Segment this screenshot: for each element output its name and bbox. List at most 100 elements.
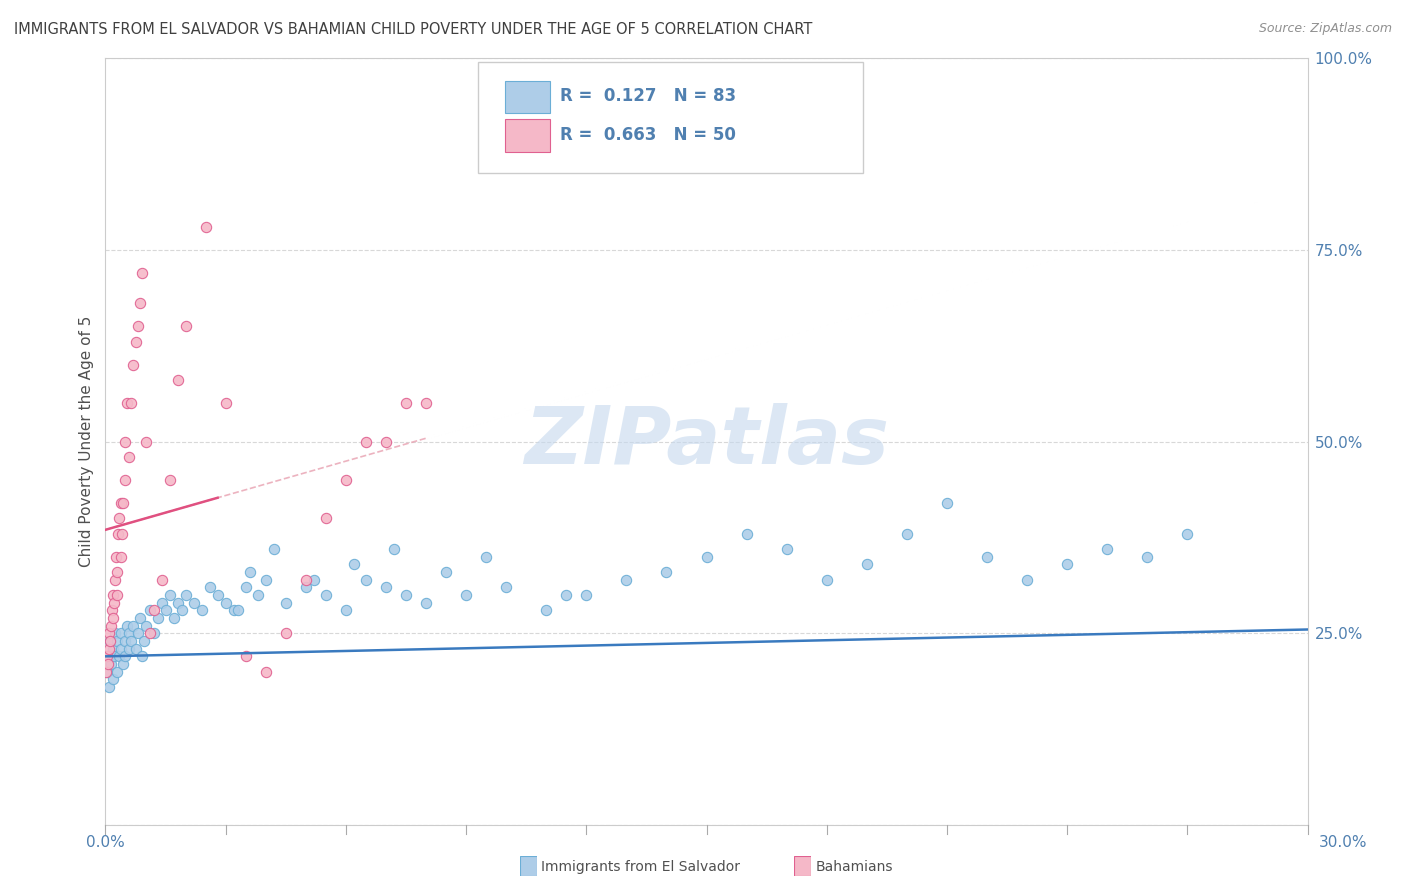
Point (335, 473, 357, 487)
Text: R =  0.663   N = 50: R = 0.663 N = 50 (560, 126, 735, 144)
Point (696, 549, 718, 564)
Point (112, 496, 135, 510)
Point (190, 603, 212, 617)
Point (896, 526, 918, 541)
Point (207, 588, 229, 602)
Point (415, 596, 437, 610)
Point (335, 603, 357, 617)
Point (98, 680, 121, 694)
Text: Bahamians: Bahamians (815, 860, 893, 874)
Point (98, 634, 121, 648)
Point (100, 618, 122, 632)
Point (1056, 558, 1078, 572)
Point (170, 603, 193, 617)
Point (235, 580, 257, 594)
Point (122, 618, 145, 632)
FancyBboxPatch shape (478, 62, 863, 173)
Point (128, 611, 150, 625)
Point (166, 373, 188, 387)
Point (274, 626, 297, 640)
Text: IMMIGRANTS FROM EL SALVADOR VS BAHAMIAN CHILD POVERTY UNDER THE AGE OF 5 CORRELA: IMMIGRANTS FROM EL SALVADOR VS BAHAMIAN … (14, 22, 813, 37)
Bar (505, 120, 550, 152)
Text: 30.0%: 30.0% (1319, 836, 1367, 850)
Point (295, 573, 318, 587)
Point (936, 496, 959, 510)
Point (96, 665, 118, 679)
Point (302, 573, 325, 587)
Point (174, 588, 197, 602)
Point (976, 549, 998, 564)
Point (117, 396, 139, 410)
Point (246, 588, 269, 602)
Point (131, 649, 153, 664)
Point (97, 657, 120, 671)
Point (194, 219, 217, 234)
Text: Source: ZipAtlas.com: Source: ZipAtlas.com (1258, 22, 1392, 36)
Point (374, 580, 398, 594)
Point (105, 588, 128, 602)
Point (343, 558, 366, 572)
Point (382, 541, 405, 556)
Point (222, 603, 245, 617)
Point (142, 626, 165, 640)
Point (214, 396, 236, 410)
Point (107, 634, 129, 648)
Point (96, 665, 118, 679)
Point (135, 618, 157, 632)
Point (108, 649, 131, 664)
Point (103, 611, 125, 625)
Point (434, 565, 457, 579)
Point (616, 573, 638, 587)
Point (495, 580, 517, 594)
Point (121, 634, 143, 648)
Point (198, 580, 221, 594)
Point (456, 588, 478, 602)
Point (415, 396, 437, 410)
Point (254, 665, 277, 679)
Point (118, 641, 141, 656)
Point (159, 473, 181, 487)
Point (374, 434, 398, 449)
Point (776, 541, 799, 556)
Point (263, 541, 285, 556)
Point (655, 565, 678, 579)
Point (214, 596, 236, 610)
Point (117, 618, 139, 632)
Point (239, 565, 262, 579)
Point (101, 603, 124, 617)
Point (97, 641, 120, 656)
Point (295, 580, 318, 594)
Point (127, 626, 149, 640)
Point (1017, 573, 1039, 587)
Point (114, 434, 136, 449)
Point (475, 549, 498, 564)
Point (815, 573, 838, 587)
Point (354, 573, 377, 587)
Point (122, 358, 145, 372)
Point (235, 649, 257, 664)
Point (118, 450, 141, 464)
Point (128, 296, 150, 310)
Point (132, 634, 155, 648)
Text: R =  0.127   N = 83: R = 0.127 N = 83 (560, 87, 735, 105)
Point (166, 596, 188, 610)
Point (105, 665, 128, 679)
Point (101, 673, 124, 687)
Point (103, 596, 125, 610)
Point (150, 596, 173, 610)
Point (98, 626, 121, 640)
Point (315, 511, 337, 525)
Point (735, 526, 758, 541)
Point (118, 626, 141, 640)
Text: Immigrants from El Salvador: Immigrants from El Salvador (541, 860, 741, 874)
Point (112, 657, 135, 671)
Point (274, 596, 297, 610)
Point (107, 526, 129, 541)
Point (135, 434, 157, 449)
Point (114, 634, 136, 648)
Point (395, 396, 418, 410)
Point (110, 496, 132, 510)
Point (395, 588, 418, 602)
Point (254, 573, 277, 587)
Point (110, 549, 132, 564)
